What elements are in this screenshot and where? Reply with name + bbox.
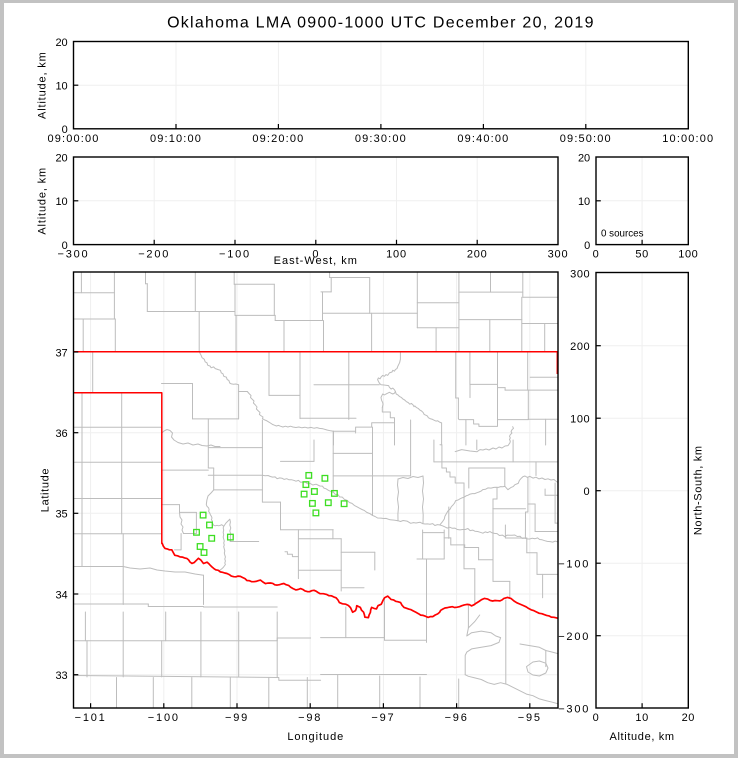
- svg-text:East-West, km: East-West, km: [274, 255, 358, 267]
- svg-text:Longitude: Longitude: [287, 731, 344, 743]
- svg-text:10: 10: [55, 81, 67, 93]
- svg-text:−96: −96: [445, 712, 469, 724]
- svg-text:300: 300: [548, 249, 569, 261]
- svg-text:09:00:00: 09:00:00: [47, 133, 99, 145]
- svg-text:200: 200: [570, 341, 590, 353]
- svg-text:10:00:00: 10:00:00: [662, 133, 714, 145]
- svg-text:0: 0: [593, 712, 600, 724]
- svg-text:09:20:00: 09:20:00: [252, 133, 304, 145]
- svg-text:200: 200: [467, 249, 488, 261]
- svg-text:37: 37: [55, 347, 67, 359]
- svg-text:09:50:00: 09:50:00: [560, 133, 612, 145]
- svg-text:34: 34: [55, 589, 67, 601]
- svg-text:09:40:00: 09:40:00: [457, 133, 509, 145]
- svg-text:09:10:00: 09:10:00: [150, 133, 202, 145]
- svg-text:100: 100: [570, 414, 590, 426]
- svg-text:100: 100: [678, 249, 698, 261]
- svg-text:0: 0: [593, 249, 600, 261]
- svg-text:20: 20: [682, 712, 695, 724]
- svg-text:−100: −100: [558, 559, 590, 571]
- svg-text:20: 20: [578, 152, 590, 164]
- svg-text:−100: −100: [219, 249, 251, 261]
- svg-text:North-South, km: North-South, km: [692, 445, 704, 535]
- svg-text:−100: −100: [148, 712, 180, 724]
- svg-text:0 sources: 0 sources: [601, 228, 644, 239]
- svg-text:Oklahoma LMA 0900-1000 UTC Dec: Oklahoma LMA 0900-1000 UTC December 20, …: [167, 15, 595, 32]
- svg-text:−300: −300: [558, 703, 590, 715]
- svg-text:Altitude, km: Altitude, km: [37, 167, 49, 235]
- svg-text:−95: −95: [518, 712, 542, 724]
- svg-text:20: 20: [55, 152, 67, 164]
- svg-text:0: 0: [312, 249, 319, 261]
- svg-text:Altitude, km: Altitude, km: [37, 51, 49, 119]
- svg-text:−101: −101: [75, 712, 107, 724]
- svg-text:10: 10: [635, 712, 648, 724]
- svg-text:33: 33: [55, 670, 67, 682]
- svg-text:0: 0: [62, 124, 68, 136]
- svg-text:−98: −98: [298, 712, 322, 724]
- svg-text:−97: −97: [371, 712, 395, 724]
- svg-text:0: 0: [584, 240, 590, 252]
- svg-text:−200: −200: [138, 249, 170, 261]
- svg-text:Latitude: Latitude: [40, 468, 52, 512]
- svg-text:300: 300: [570, 269, 590, 281]
- svg-text:10: 10: [578, 196, 590, 208]
- svg-text:−200: −200: [558, 631, 590, 643]
- svg-text:50: 50: [635, 249, 648, 261]
- svg-text:−99: −99: [225, 712, 249, 724]
- svg-text:20: 20: [55, 37, 67, 49]
- svg-text:35: 35: [55, 509, 67, 521]
- svg-text:−300: −300: [58, 249, 90, 261]
- svg-text:10: 10: [55, 196, 67, 208]
- svg-text:100: 100: [386, 249, 407, 261]
- svg-text:0: 0: [584, 486, 591, 498]
- svg-text:Altitude, km: Altitude, km: [609, 731, 674, 743]
- svg-text:0: 0: [62, 240, 68, 252]
- svg-text:36: 36: [55, 428, 67, 440]
- svg-text:09:30:00: 09:30:00: [355, 133, 407, 145]
